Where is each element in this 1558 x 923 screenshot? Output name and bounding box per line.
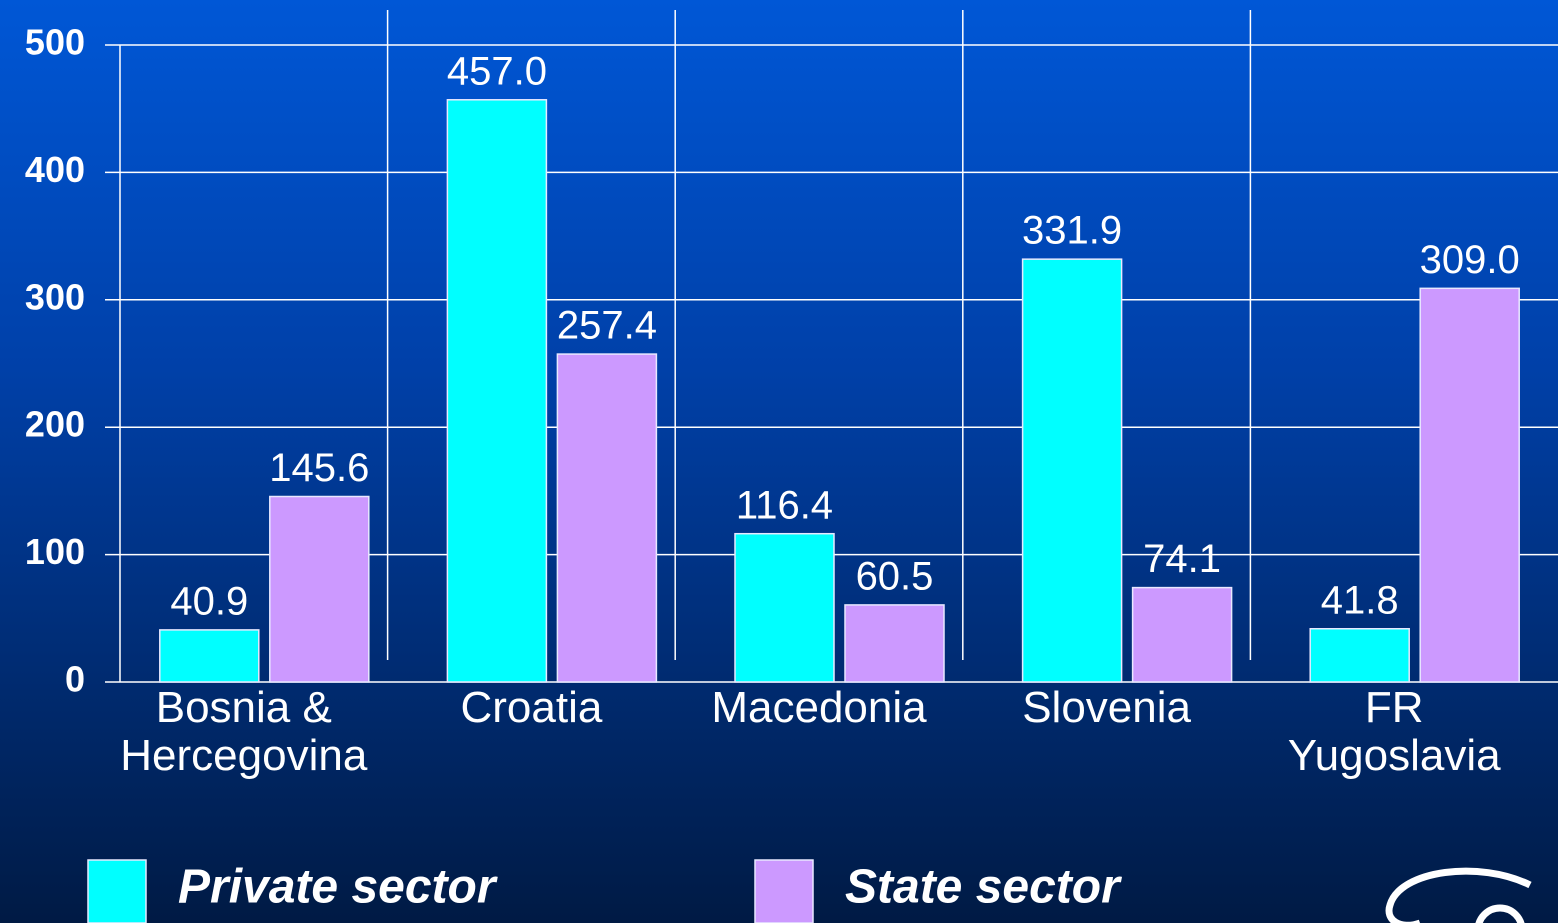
- value-label: 145.6: [269, 446, 369, 490]
- legend-swatch: [87, 859, 147, 923]
- value-label: 116.4: [736, 483, 833, 527]
- value-label: 60.5: [856, 554, 934, 598]
- bar: [1309, 627, 1410, 683]
- value-label: 40.9: [170, 579, 248, 623]
- value-label: 257.4: [557, 304, 657, 348]
- y-tick-label: 0: [65, 659, 85, 700]
- y-tick-label: 300: [25, 276, 85, 317]
- legend-swatch: [754, 859, 814, 923]
- x-tick-label: Slovenia: [1022, 683, 1191, 732]
- bar: [1131, 586, 1233, 683]
- value-label: 457.0: [447, 49, 547, 93]
- x-tick-label: Bosnia & Hercegovina: [120, 683, 368, 780]
- y-tick-label: 100: [25, 531, 85, 572]
- bar: [734, 532, 835, 683]
- bar: [159, 629, 260, 683]
- bar: [556, 353, 658, 683]
- x-tick-label: FR Yugoslavia: [1287, 683, 1501, 780]
- legend-label: Private sector: [178, 861, 498, 914]
- bar: [844, 604, 945, 683]
- y-tick-label: 200: [25, 404, 85, 445]
- y-tick-label: 500: [25, 22, 85, 63]
- bar: [1021, 258, 1123, 683]
- x-tick-label: Croatia: [460, 683, 603, 732]
- value-label: 331.9: [1022, 209, 1122, 253]
- logo: [1385, 867, 1532, 923]
- bar: [1419, 287, 1520, 683]
- bar: [446, 99, 548, 683]
- legend-label: State sector: [845, 861, 1122, 914]
- value-label: 41.8: [1321, 578, 1399, 622]
- x-tick-label: Macedonia: [711, 683, 927, 732]
- value-label: 74.1: [1143, 537, 1221, 581]
- y-tick-label: 400: [25, 149, 85, 190]
- value-label: 309.0: [1420, 238, 1520, 282]
- bar: [269, 495, 370, 683]
